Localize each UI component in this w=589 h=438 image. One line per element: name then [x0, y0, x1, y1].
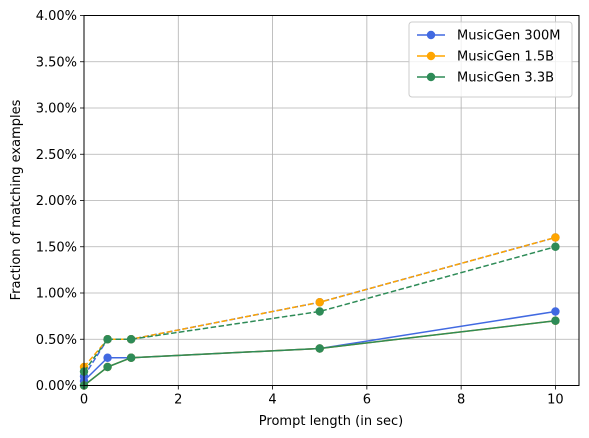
x-axis-label: Prompt length (in sec) [259, 414, 403, 429]
x-tick-label: 8 [457, 393, 465, 408]
y-tick-label: 4.00% [36, 9, 77, 24]
y-tick-label: 1.00% [36, 287, 77, 302]
data-point [551, 316, 560, 325]
data-point [315, 344, 324, 353]
data-point [315, 307, 324, 316]
data-point [103, 362, 112, 372]
y-tick-label: 0.00% [36, 379, 77, 394]
series-line-5 [83, 246, 556, 373]
legend-swatch-marker [426, 72, 436, 82]
legend-label: MusicGen 1.5B [457, 50, 554, 65]
y-tick-label: 2.00% [36, 194, 77, 209]
data-point [551, 233, 560, 242]
series-group [79, 233, 560, 390]
data-point [315, 298, 324, 307]
x-tick-label: 2 [174, 393, 182, 408]
data-point [126, 353, 136, 362]
data-point [103, 335, 112, 344]
y-tick-label: 0.50% [36, 333, 77, 348]
legend-box [408, 21, 573, 98]
data-point [103, 353, 112, 362]
x-tick-label: 0 [80, 393, 88, 408]
legend-swatch-marker [426, 30, 436, 40]
legend-label: MusicGen 300M [457, 29, 560, 44]
x-tick-label: 10 [547, 393, 564, 408]
data-point [126, 335, 136, 344]
data-point [551, 242, 560, 251]
data-point [551, 307, 560, 316]
y-tick-label: 3.00% [36, 102, 77, 117]
legend: MusicGen 300M MusicGen 1.5B MusicGen 3.3B [408, 21, 573, 98]
legend-swatch-marker [426, 51, 436, 61]
x-tick-label: 6 [363, 393, 371, 408]
axis-ticks: 0 2 4 6 8 10 0.00% 0.50% 1.00% 1.50% 2.00% 2.50% 3.0… [36, 9, 564, 408]
y-tick-label: 3.50% [36, 55, 77, 70]
y-axis-label: Fraction of matching examples [9, 99, 24, 300]
y-tick-label: 2.50% [36, 148, 77, 163]
x-tick-label: 4 [268, 393, 276, 408]
y-tick-label: 1.50% [36, 240, 77, 255]
legend-label: MusicGen 3.3B [457, 71, 554, 86]
